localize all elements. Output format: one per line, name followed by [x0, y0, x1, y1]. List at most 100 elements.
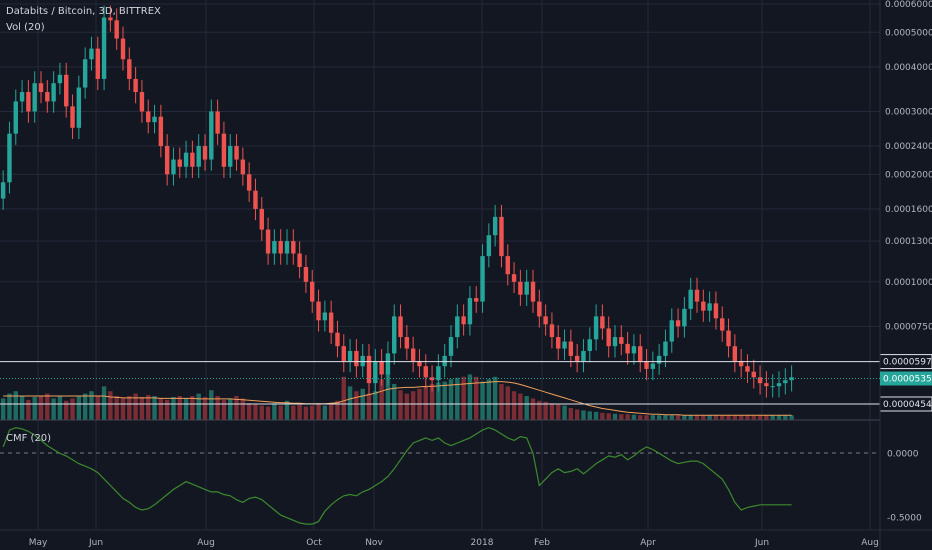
volume-bar — [556, 404, 561, 420]
volume-bar — [511, 391, 517, 420]
candle-body — [701, 301, 706, 311]
time-axis[interactable]: May Jun Aug Oct Nov 2018 Feb Apr Jun Aug — [29, 538, 879, 548]
volume-bar — [19, 396, 25, 420]
volume-bar — [379, 379, 384, 420]
candle-body — [486, 235, 492, 257]
volume-bar — [95, 396, 100, 420]
cmf-legend: CMF (20) — [6, 433, 52, 444]
candle-body — [278, 241, 283, 254]
volume-bar — [108, 391, 113, 420]
volume-bar — [644, 415, 649, 420]
candle-body — [492, 216, 498, 236]
volume-bar — [606, 413, 611, 420]
candle-body — [253, 190, 258, 209]
candle-body — [322, 312, 328, 321]
candle-body — [474, 298, 479, 302]
volume-bar — [448, 379, 454, 420]
price-tick-label: 0.00007500 — [885, 322, 932, 332]
volume-bar — [272, 403, 277, 420]
volume-bar — [455, 377, 460, 420]
candle-body — [95, 48, 100, 79]
volume-bar — [335, 400, 340, 420]
volume-bar — [101, 386, 107, 420]
candle-body — [537, 301, 542, 317]
volume-bar — [253, 404, 258, 420]
volume-bar — [518, 393, 523, 420]
volume-bar — [543, 401, 548, 420]
candle-body — [631, 346, 637, 354]
candle-body — [404, 337, 410, 349]
volume-bar — [675, 415, 681, 420]
volume-bar — [467, 374, 473, 420]
candle-body — [221, 133, 227, 167]
volume-bar — [581, 410, 586, 420]
time-tick-label: Oct — [306, 538, 322, 548]
volume-bar — [713, 415, 719, 420]
candle-body — [581, 350, 586, 361]
volume-bar — [146, 395, 151, 420]
volume-bar — [650, 415, 656, 420]
volume-bar — [76, 396, 82, 420]
volume-bar — [593, 411, 599, 420]
volume-bar — [574, 409, 580, 420]
volume-bar — [164, 399, 170, 420]
candle-body — [215, 111, 220, 134]
candle-body — [694, 289, 700, 302]
candle-body — [379, 360, 384, 375]
volume-bar — [638, 415, 643, 420]
candle-body — [518, 281, 523, 295]
candle-body — [133, 78, 138, 93]
volume-bar — [366, 393, 372, 420]
candle-body — [360, 355, 365, 367]
cmf-tick-label: 0.0000 — [887, 449, 919, 459]
candle-body — [64, 74, 69, 107]
volume-bar — [720, 415, 725, 420]
candle-body — [385, 353, 391, 375]
volume-bar — [259, 405, 264, 420]
time-tick-label: May — [29, 538, 48, 548]
volume-bar — [373, 391, 378, 420]
candle-body — [341, 346, 346, 361]
candle-body — [789, 377, 794, 381]
volume-bar — [303, 406, 309, 420]
volume-bar — [726, 415, 731, 420]
volume-bar — [177, 396, 182, 420]
candle-body — [108, 17, 113, 21]
candle-body — [398, 316, 403, 338]
candle-body — [587, 339, 592, 351]
time-tick-label: 2018 — [471, 538, 494, 548]
candle-body — [757, 377, 763, 384]
candle-body — [480, 256, 485, 302]
volume-ma-line — [3, 381, 792, 416]
volume-bar — [442, 381, 447, 420]
volume-bar — [505, 386, 510, 420]
volume-bar — [328, 403, 334, 420]
candle-body — [82, 59, 88, 88]
candle-body — [51, 83, 56, 102]
candle-body — [272, 241, 277, 254]
cmf-axis[interactable]: 0.0000 -0.5000 — [887, 449, 922, 523]
volume-bar — [404, 393, 410, 420]
current-price-box: 0.00005358 — [0, 371, 932, 386]
candle-body — [354, 350, 359, 367]
volume-bar — [783, 415, 788, 420]
time-tick-label: Apr — [640, 538, 656, 548]
horizontal-levels[interactable]: 0.00005976 0.00004546 — [0, 354, 932, 412]
time-tick-label: Jun — [754, 538, 769, 548]
candle-body — [726, 330, 731, 347]
candle-body — [316, 301, 321, 321]
volume-bar — [139, 396, 145, 420]
cmf-tick-label: -0.5000 — [887, 514, 922, 524]
candle-body — [562, 341, 567, 349]
volume-bar — [291, 405, 296, 420]
candle-body — [234, 146, 239, 160]
candle-body — [303, 266, 309, 282]
volume-bar — [474, 376, 479, 420]
candle-body — [310, 281, 315, 302]
